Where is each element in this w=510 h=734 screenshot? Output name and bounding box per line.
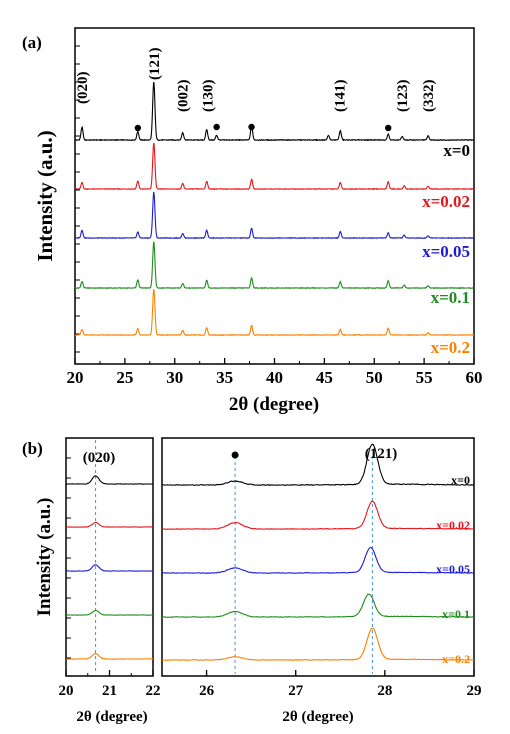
trace-x-0-2: [75, 289, 475, 337]
trace-x-0: [65, 475, 154, 485]
trace-x-0-05: [74, 191, 475, 240]
x-tick-label-26: 26: [199, 683, 215, 699]
x-tick-label-27: 27: [288, 683, 304, 699]
x-tick-label-28: 28: [377, 683, 392, 699]
x-tick-label-20: 20: [67, 368, 84, 387]
series-label-b2-x-0-1: x=0.1: [442, 607, 470, 621]
panel-a-label: (a): [22, 33, 42, 52]
panel-b2-x-ticks: 26 27 28 29: [199, 670, 482, 699]
x-tick-label-35: 35: [216, 368, 233, 387]
x-tick-label-20: 20: [59, 683, 74, 699]
trace-x-0: [74, 82, 475, 142]
panel-b2-peak-label: (121): [365, 446, 398, 462]
x-tick-label-60: 60: [466, 368, 483, 387]
panel-a-xlabel: 2θ (degree): [229, 394, 319, 415]
panel-a-peak-labels: (020) (121) (002) (130) (141) (123) (332): [75, 48, 437, 113]
peak-label-020: (020): [75, 72, 91, 105]
series-label-b2-x-0-02: x=0.02: [436, 518, 470, 532]
impurity-marker-dot: [248, 123, 255, 131]
series-label-x-0-05: x=0.05: [422, 242, 470, 261]
panel-a-x-ticks: 20 25 30 35 40 45 50 55 60: [67, 358, 483, 387]
panel-b2-reference-lines: [234, 456, 373, 674]
panel-b1-frame: [65, 437, 154, 677]
x-tick-label-30: 30: [166, 368, 183, 387]
x-tick-label-25: 25: [116, 368, 133, 387]
panel-a-y-ticks: [75, 45, 80, 353]
panel-b2-impurity-marker: [231, 451, 239, 459]
panel-a-ylabel: Intensity (a.u.): [33, 130, 57, 261]
trace-x-0-1: [74, 241, 475, 290]
peak-label-121: (121): [147, 48, 163, 81]
panel-b: (b) 20 21 22 26 27 28 29 x=0 x=0.02 x=0.05 x=0.1…: [22, 437, 482, 725]
series-label-b2-x-0-05: x=0.05: [436, 562, 470, 576]
panel-b2-series-labels: x=0 x=0.02 x=0.05 x=0.1 x=0.2: [436, 473, 470, 666]
series-label-x-0-1: x=0.1: [431, 288, 470, 307]
x-tick-label-55: 55: [416, 368, 433, 387]
trace-x-0-05: [161, 546, 475, 574]
panel-b1-traces: [65, 475, 154, 660]
trace-x-0-02: [65, 521, 154, 528]
trace-x-0-02: [161, 500, 474, 530]
series-label-x-0: x=0: [443, 141, 470, 160]
panel-b1-x-ticks: 20 21 22: [59, 670, 161, 699]
trace-x-0-2: [65, 653, 153, 660]
panel-b1-y-ticks: [66, 457, 71, 659]
peak-label-130: (130): [201, 80, 217, 113]
x-tick-label-50: 50: [366, 368, 383, 387]
panel-b1-peak-label: (020): [83, 450, 116, 466]
x-tick-label-21: 21: [102, 683, 117, 699]
series-label-b2-x-0-2: x=0.2: [442, 652, 470, 666]
series-label-b2-x-0: x=0: [451, 473, 470, 487]
trace-x-0: [162, 443, 475, 487]
panel-b2-frame: [161, 437, 475, 677]
x-tick-label-22: 22: [146, 683, 161, 699]
trace-x-0-2: [161, 627, 475, 661]
panel-b-label: (b): [22, 439, 43, 458]
x-tick-label-29: 29: [467, 683, 482, 699]
x-tick-label-40: 40: [266, 368, 283, 387]
panel-a-impurity-markers: [134, 123, 392, 132]
panel-a-series-labels: x=0 x=0.02 x=0.05 x=0.1 x=0.2: [422, 141, 470, 357]
panel-b2-xlabel: 2θ (degree): [282, 709, 353, 725]
panel-b1-xlabel: 2θ (degree): [76, 709, 147, 725]
trace-x-0-02: [74, 142, 475, 191]
impurity-marker-dot: [213, 123, 220, 131]
impurity-marker-dot: [134, 124, 142, 132]
panel-a-frame: [74, 27, 475, 365]
peak-label-141: (141): [332, 80, 348, 113]
trace-x-0-1: [161, 593, 475, 618]
panel-b-ylabel: Intensity (a.u.): [34, 498, 55, 617]
impurity-marker-dot: [385, 124, 392, 132]
peak-label-002: (002): [176, 80, 192, 113]
series-label-x-0-02: x=0.02: [422, 192, 470, 211]
peak-label-332: (332): [421, 80, 437, 113]
trace-x-0-05: [65, 564, 154, 572]
peak-label-123: (123): [395, 80, 411, 113]
panel-b2-traces: [161, 443, 475, 661]
panel-a: (a) 20 25 30 35 40 45 50 55 60 (020) (121) (002) (1…: [22, 27, 483, 415]
series-label-x-0-2: x=0.2: [431, 338, 470, 357]
trace-x-0-1: [66, 609, 154, 616]
x-tick-label-45: 45: [316, 368, 333, 387]
panel-a-traces: [74, 82, 475, 337]
